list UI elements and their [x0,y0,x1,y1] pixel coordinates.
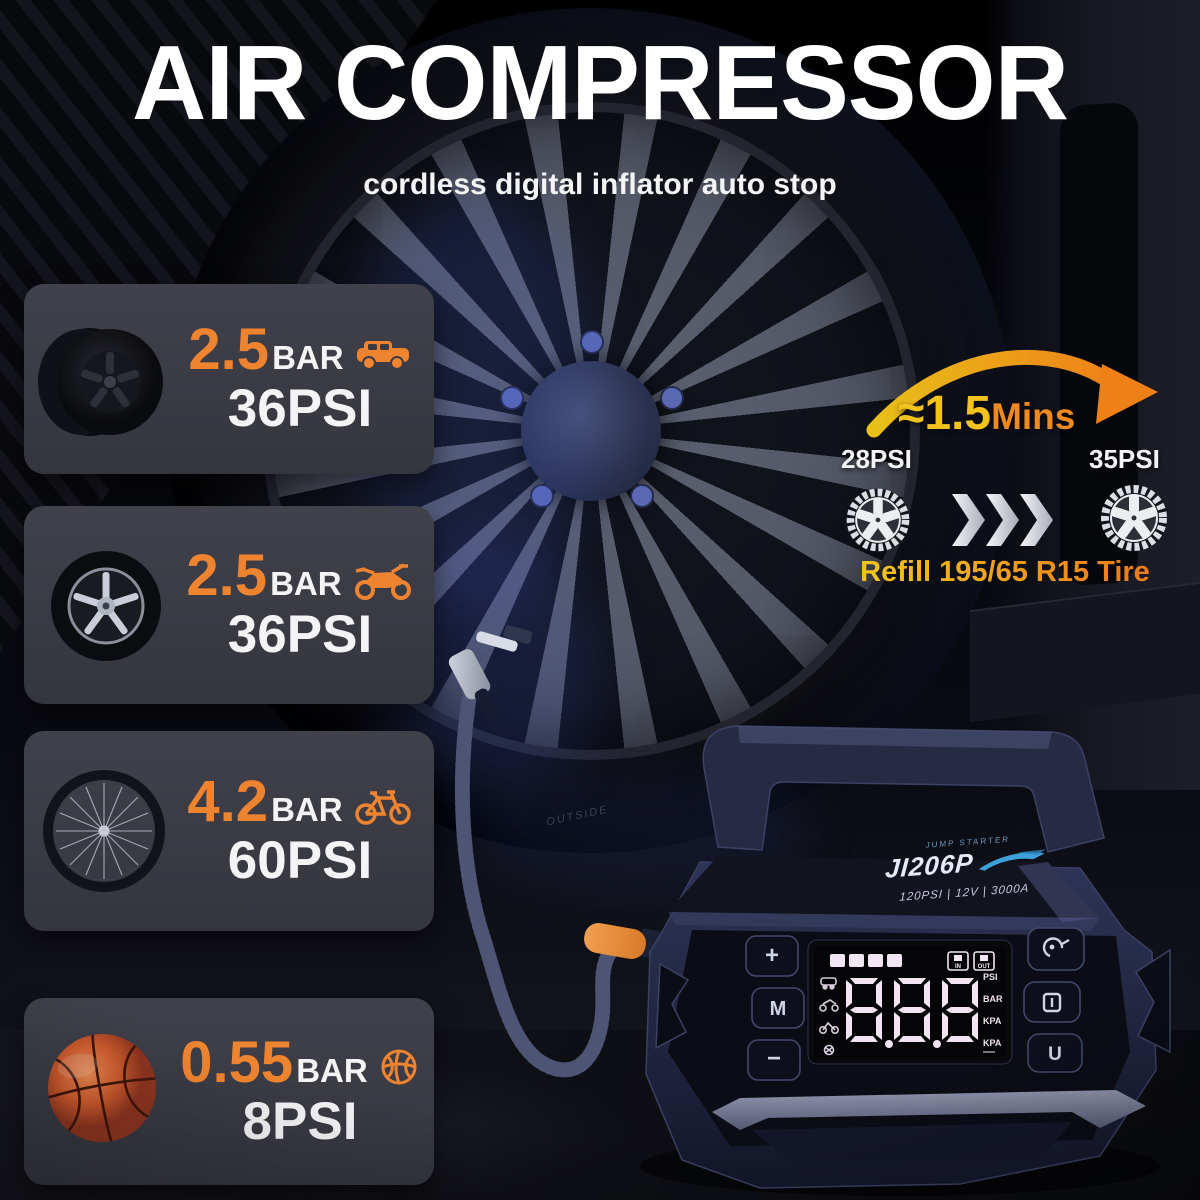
wheel-before-icon [847,489,910,552]
unit-bar: BAR [983,994,1003,1004]
refill-caption: Refill 195/65 R15 Tire [840,556,1170,589]
panel-text: 2.5 BAR 36PSI [174,284,426,474]
pressure-panel-motorcycle: 2.5 BAR 36PSI [24,506,434,704]
panel-text: 2.5 BAR 36PSI [174,506,426,704]
motorcycle-icon [354,563,411,601]
pressure-panel-basketball: 0.55 BAR 8PSI [24,998,434,1185]
minus-label: − [767,1045,781,1072]
device-buttons-left: + M − [745,935,805,1081]
car-icon [356,341,409,371]
pressure-panel-car: 2.5 BAR 36PSI [24,284,434,474]
bar-value: 2.5 [186,543,268,609]
light-button [1027,927,1085,971]
device-buttons-right: U [1023,927,1085,1073]
motorcycle-wheel-image [51,551,161,661]
bar-value: 0.55 [180,1029,294,1095]
chevrons-icon [952,494,1053,546]
svg-text:OUT: OUT [978,964,991,970]
car-tire-image [38,328,163,436]
plus-label: + [765,942,779,969]
basketball-image [48,1034,156,1142]
arrowhead-icon [1096,364,1158,424]
wheel-after-icon [1101,485,1167,551]
bicycle-wheel-image [43,770,165,892]
panel-text: 4.2 BAR 60PSI [174,731,426,931]
time-unit: Mins [991,396,1076,437]
pressure-panel-bicycle: 4.2 BAR 60PSI [24,731,434,931]
model-name: JI206P [884,847,975,884]
brand-swoosh-icon [979,848,1046,871]
unit-kpa2: KPA [983,1038,1002,1048]
svg-text:IN: IN [955,964,961,970]
bar-unit: BAR [272,339,344,377]
psi-value: 60PSI [227,831,373,891]
unit-label: U [1048,1044,1062,1065]
psi-value: 8PSI [242,1091,358,1151]
time-value: ≈1.5 [898,387,992,440]
psi-value: 36PSI [227,379,373,439]
unit-kpa: KPA [983,1016,1002,1026]
valve-chuck [448,625,533,720]
air-hose [454,672,618,1078]
page-subtitle: cordless digital inflator auto stop [363,168,837,201]
air-compressor-device: IN OUT PSI [448,625,1171,1196]
hose-orange-collar [584,923,646,959]
refill-time: ≈1.5Mins [898,390,1075,438]
bar-unit: BAR [296,1051,368,1089]
page-title: AIR COMPRESSOR [132,23,1069,142]
unit-psi: PSI [983,972,998,982]
psi-value: 36PSI [227,605,373,665]
bar-unit: BAR [271,791,343,829]
bar-unit: BAR [270,565,342,603]
panel-text: 0.55 BAR 8PSI [174,998,426,1185]
bar-value: 2.5 [188,317,270,383]
bar-value: 4.2 [187,769,269,835]
mode-label: M [770,998,787,1020]
